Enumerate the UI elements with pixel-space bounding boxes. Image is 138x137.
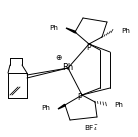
Text: Rh: Rh [62, 64, 74, 72]
Text: Ph: Ph [41, 105, 50, 111]
Polygon shape [66, 28, 75, 33]
Polygon shape [58, 104, 65, 109]
Text: Ph: Ph [121, 28, 130, 34]
Text: P: P [87, 44, 91, 52]
Text: P: P [78, 92, 82, 102]
Text: $_4^-$: $_4^-$ [93, 123, 99, 133]
Text: Ph: Ph [49, 25, 58, 31]
Text: BF: BF [84, 125, 93, 131]
Text: ⊕: ⊕ [55, 54, 61, 62]
Text: Ph: Ph [114, 102, 123, 108]
